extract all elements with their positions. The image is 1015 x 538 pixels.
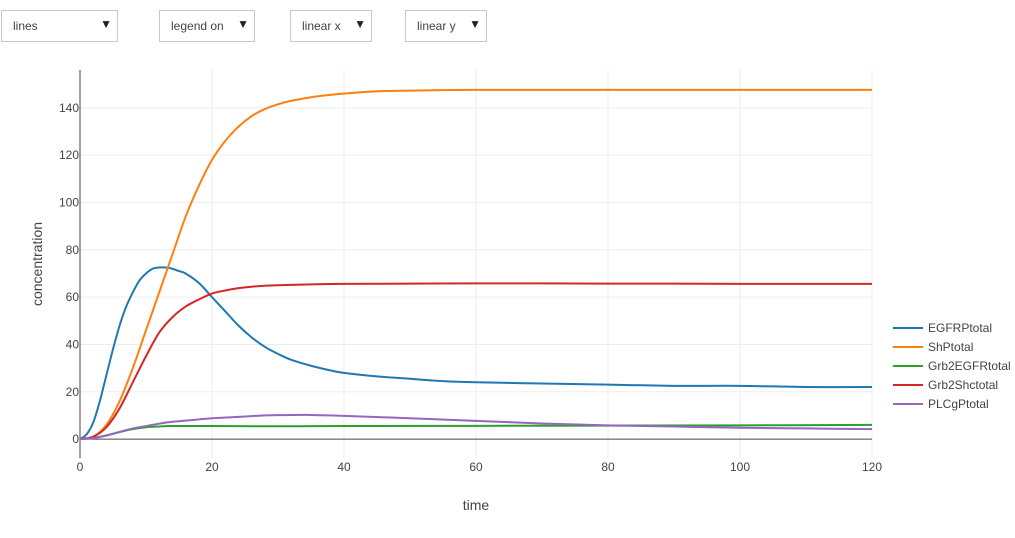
y-scale-dropdown-label: linear y — [417, 19, 456, 33]
x-tick-label: 40 — [337, 460, 351, 474]
legend-toggle-dropdown[interactable]: legend on ▼ — [159, 10, 255, 42]
x-tick-label: 0 — [77, 460, 84, 474]
series-line-ShPtotal — [79, 88, 872, 441]
legend-label: ShPtotal — [928, 340, 973, 354]
x-scale-dropdown[interactable]: linear x ▼ — [290, 10, 372, 42]
x-axis-title: time — [463, 497, 490, 513]
series-lines — [79, 88, 873, 441]
mode-dropdown[interactable]: lines ▼ — [1, 10, 118, 42]
legend-item-EGFRPtotal[interactable]: EGFRPtotal — [893, 321, 992, 335]
legend-item-ShPtotal[interactable]: ShPtotal — [893, 340, 973, 354]
mode-dropdown-label: lines — [13, 19, 38, 33]
y-tick-label: 140 — [59, 101, 79, 115]
x-scale-dropdown-label: linear x — [302, 19, 341, 33]
legend: EGFRPtotal ShPtotal Grb2EGFRtotal Grb2Shcto… — [893, 321, 1011, 411]
legend-label: PLCgPtotal — [928, 397, 989, 411]
legend-item-PLCgPtotal[interactable]: PLCgPtotal — [893, 397, 989, 411]
chevron-down-icon: ▼ — [100, 17, 112, 31]
x-tick-label: 20 — [205, 460, 219, 474]
chevron-down-icon: ▼ — [237, 17, 249, 31]
x-tick-label: 80 — [601, 460, 615, 474]
grid-lines — [80, 70, 873, 458]
y-tick-label: 80 — [66, 243, 80, 257]
y-tick-label: 100 — [59, 195, 79, 209]
x-tick-label: 120 — [862, 460, 882, 474]
y-scale-dropdown[interactable]: linear y ▼ — [405, 10, 487, 42]
chevron-down-icon: ▼ — [469, 17, 481, 31]
y-tick-label: 40 — [66, 337, 80, 351]
legend-dropdown-label: legend on — [171, 19, 224, 33]
axes: 0 20 40 60 80 100 120 0 20 40 60 80 100 120 140 — [59, 70, 882, 474]
chevron-down-icon: ▼ — [354, 17, 366, 31]
legend-item-Grb2EGFRtotal[interactable]: Grb2EGFRtotal — [893, 359, 1011, 373]
series-line-Grb2Shctotal — [79, 282, 872, 441]
y-tick-label: 20 — [66, 385, 80, 399]
legend-label: Grb2Shctotal — [928, 378, 998, 392]
y-axis-title: concentration — [29, 222, 45, 306]
legend-label: EGFRPtotal — [928, 321, 992, 335]
x-tick-label: 60 — [469, 460, 483, 474]
y-tick-label: 60 — [66, 290, 80, 304]
y-tick-label: 120 — [59, 148, 79, 162]
legend-item-Grb2Shctotal[interactable]: Grb2Shctotal — [893, 378, 998, 392]
y-tick-label: 0 — [72, 432, 79, 446]
series-line-EGFRPtotal — [79, 266, 873, 440]
x-tick-label: 100 — [730, 460, 750, 474]
series-line-PLCgPtotal — [79, 413, 873, 441]
legend-label: Grb2EGFRtotal — [928, 359, 1011, 373]
